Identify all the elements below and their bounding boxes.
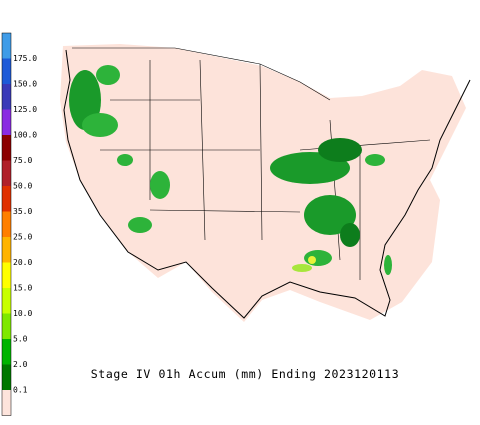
coastline [63, 49, 471, 319]
color-swatch [2, 288, 11, 314]
color-swatch [2, 109, 11, 135]
color-swatch [2, 237, 11, 263]
color-swatch [2, 313, 11, 339]
legend-label: 10.0 [13, 309, 32, 318]
legend-label: 150.0 [13, 80, 37, 89]
legend-label: 15.0 [13, 284, 32, 293]
border [72, 47, 431, 280]
color-swatch [2, 390, 11, 416]
legend-label: 35.0 [13, 207, 32, 216]
color-swatch [2, 58, 11, 84]
legend-label: 0.1 [13, 386, 28, 395]
caption: Stage IV 01h Accum (mm) Ending 202312011… [91, 367, 399, 381]
color-swatch [2, 33, 11, 59]
map [60, 44, 471, 322]
color-swatch [2, 211, 11, 237]
analysis-area [60, 44, 466, 322]
legend-label: 175.0 [13, 54, 37, 63]
color-bar: 175.0 150.0 125.0 100.0 75.0 50.0 35.0 25.0 20.0… [1, 32, 37, 416]
legend-label: 25.0 [13, 233, 32, 242]
legend-label: 2.0 [13, 360, 28, 369]
legend-label: 20.0 [13, 258, 32, 267]
color-bar-frame [1, 32, 12, 416]
legend-label: 125.0 [13, 105, 37, 114]
legend-label: 50.0 [13, 182, 32, 191]
color-swatch [2, 186, 11, 212]
color-swatch [2, 84, 11, 110]
color-swatch [2, 262, 11, 288]
precip [69, 65, 392, 275]
legend-label: 5.0 [13, 335, 28, 344]
color-swatch [2, 160, 11, 186]
color-swatch [2, 135, 11, 161]
legend-label: 75.0 [13, 156, 32, 165]
color-swatch [2, 364, 11, 390]
color-swatch [2, 339, 11, 365]
legend-label: 100.0 [13, 131, 37, 140]
